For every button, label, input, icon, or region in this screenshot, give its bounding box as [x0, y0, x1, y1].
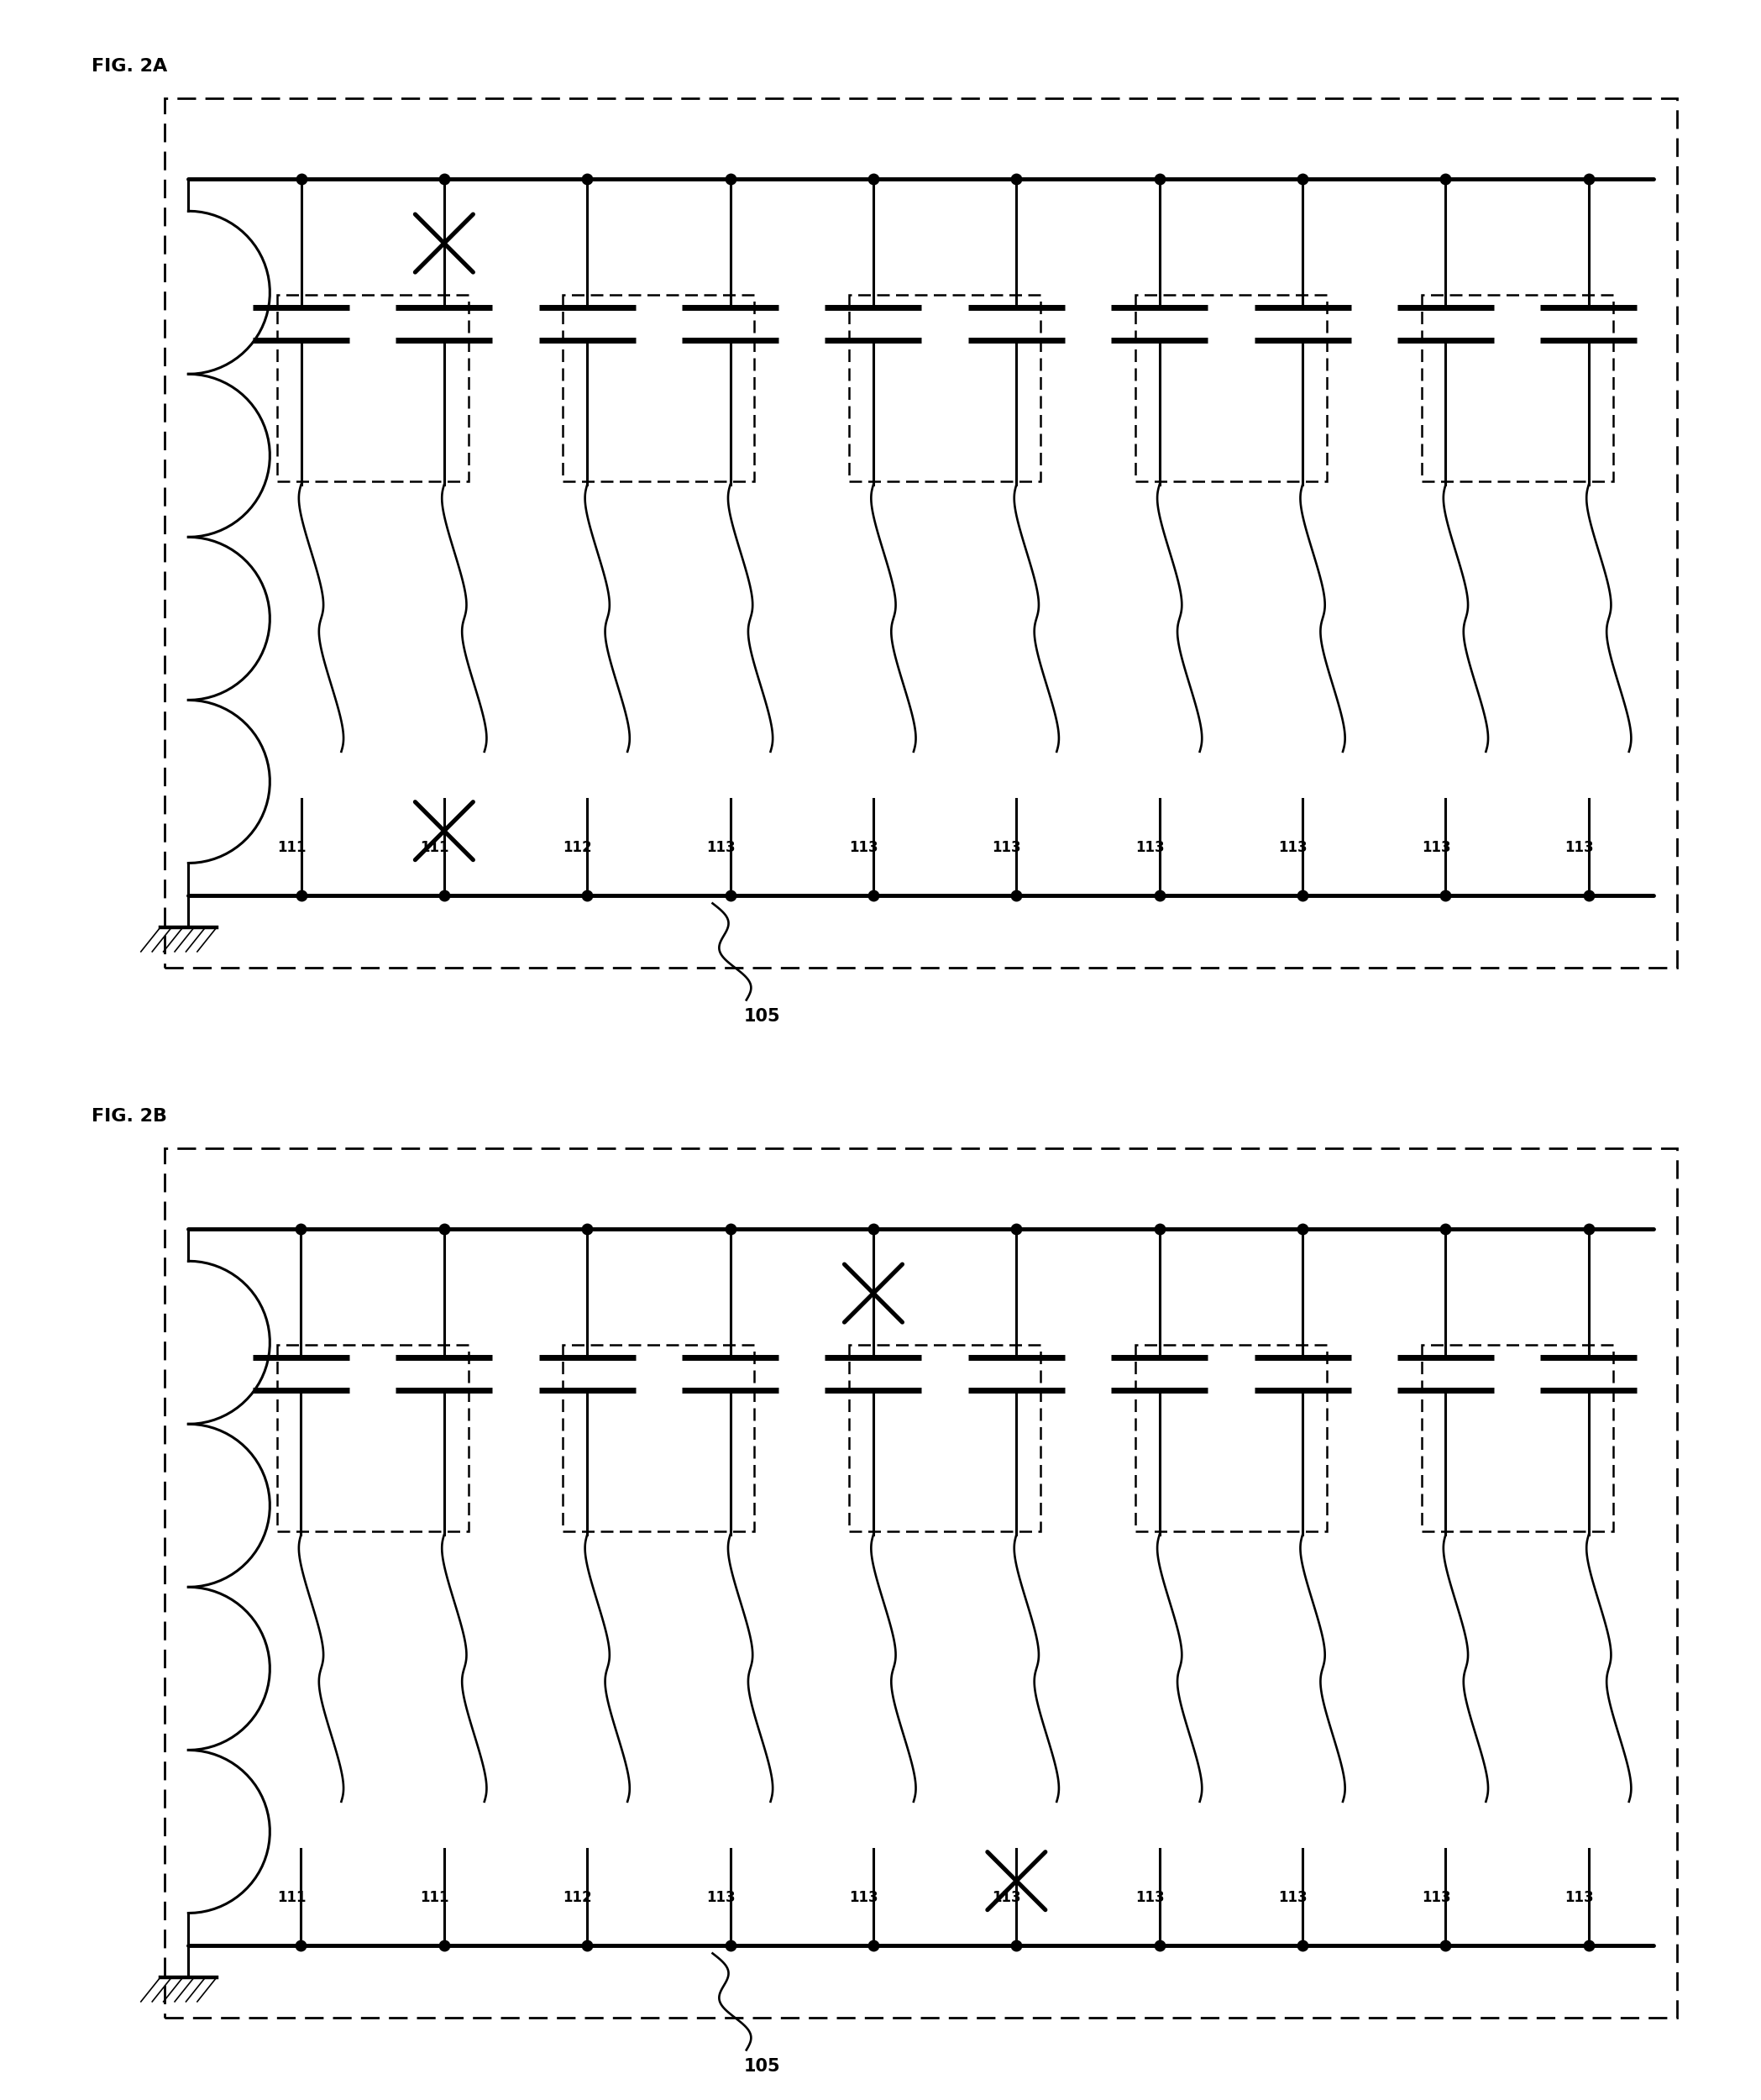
Text: 105: 105 — [745, 2058, 780, 2075]
Text: 113: 113 — [1136, 840, 1164, 855]
Text: 113: 113 — [849, 840, 879, 855]
Text: 111: 111 — [419, 1890, 449, 1905]
Text: 113: 113 — [991, 1890, 1021, 1905]
Text: 112: 112 — [564, 840, 592, 855]
Text: 113: 113 — [1421, 840, 1451, 855]
Text: 113: 113 — [706, 840, 734, 855]
Text: 111: 111 — [276, 1890, 306, 1905]
Text: 113: 113 — [1278, 1890, 1307, 1905]
Text: 113: 113 — [1278, 840, 1307, 855]
Text: FIG. 2A: FIG. 2A — [92, 59, 167, 76]
Bar — [1136, 294, 1326, 481]
Text: 111: 111 — [419, 840, 449, 855]
Bar — [276, 1344, 468, 1531]
Text: FIG. 2B: FIG. 2B — [92, 1109, 167, 1126]
Text: 111: 111 — [276, 840, 306, 855]
Bar — [564, 1344, 754, 1531]
Text: 113: 113 — [1564, 840, 1594, 855]
Bar — [276, 294, 468, 481]
Text: 113: 113 — [991, 840, 1021, 855]
Text: 112: 112 — [564, 1890, 592, 1905]
Bar — [1421, 294, 1613, 481]
Text: 113: 113 — [706, 1890, 734, 1905]
Text: 113: 113 — [1136, 1890, 1164, 1905]
Bar — [849, 294, 1041, 481]
Text: 105: 105 — [745, 1008, 780, 1025]
Bar — [1136, 1344, 1326, 1531]
Bar — [849, 1344, 1041, 1531]
Text: 113: 113 — [849, 1890, 879, 1905]
Bar — [1421, 1344, 1613, 1531]
Text: 113: 113 — [1421, 1890, 1451, 1905]
Bar — [564, 294, 754, 481]
Text: 113: 113 — [1564, 1890, 1594, 1905]
